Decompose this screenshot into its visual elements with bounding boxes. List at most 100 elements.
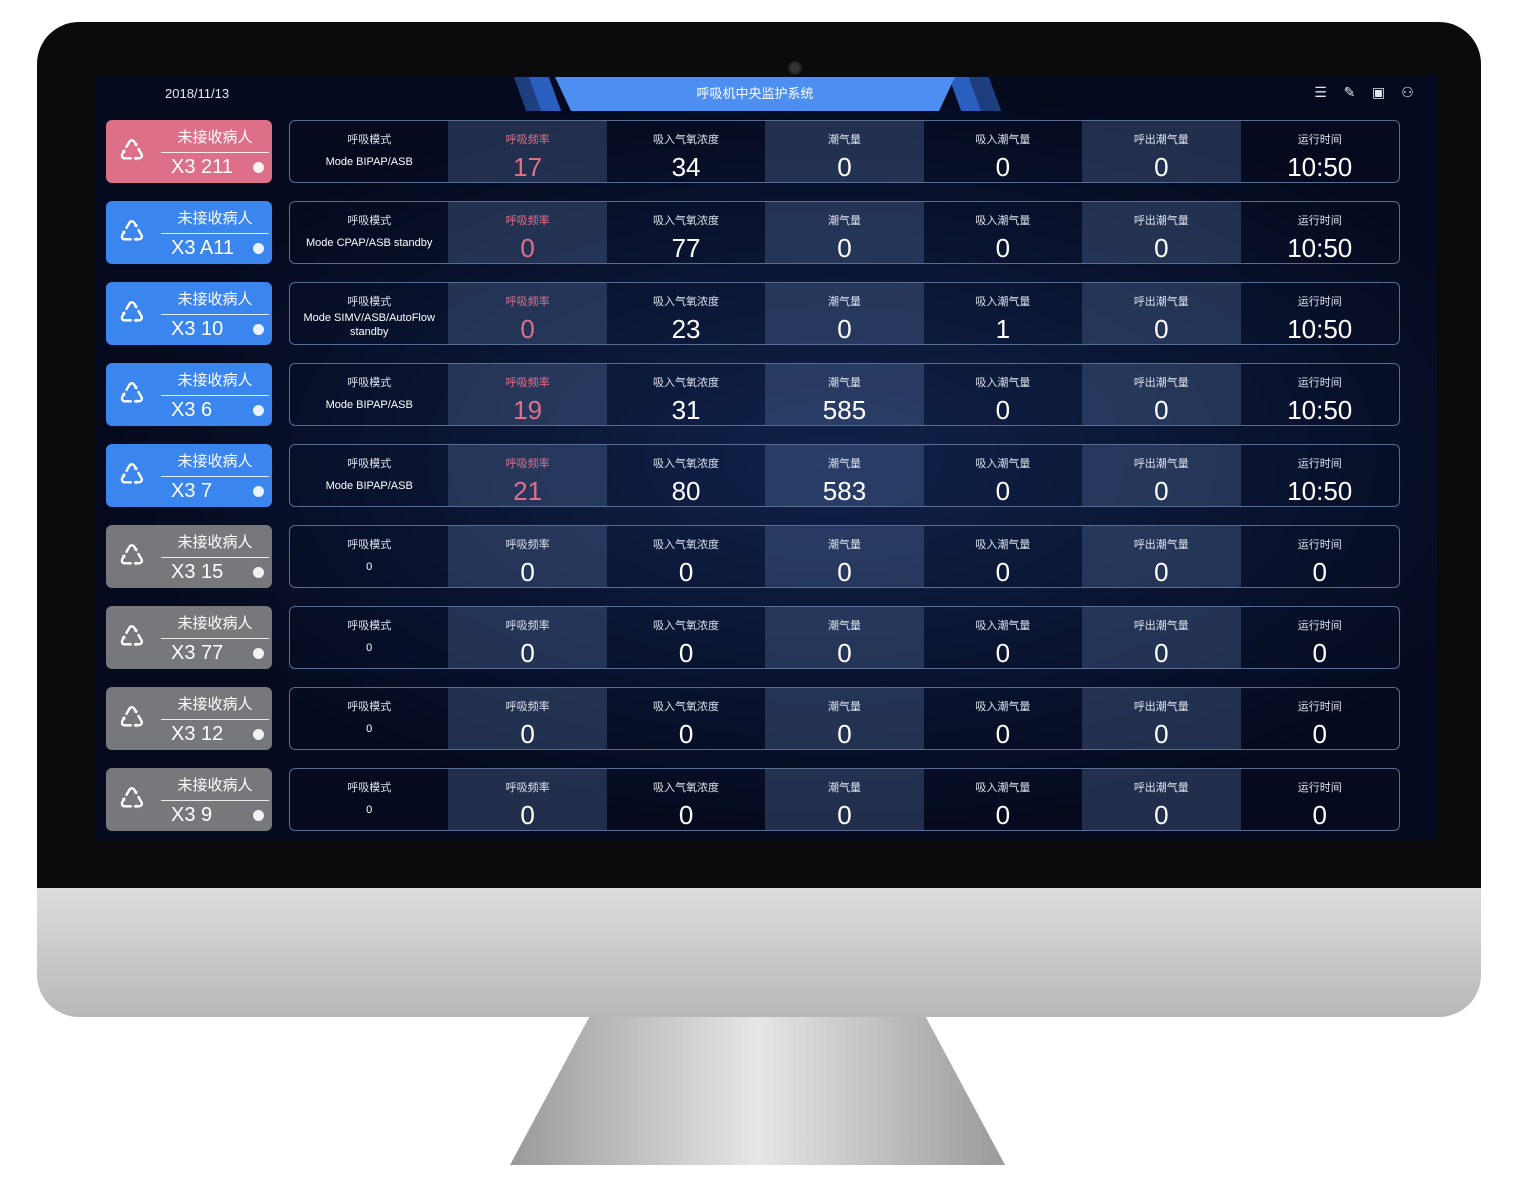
- vital-cell: 呼出潮气量 0: [1082, 445, 1241, 506]
- patient-card[interactable]: ♺ 未接收病人 X3 A11: [106, 201, 272, 264]
- vital-mode: 0: [366, 804, 373, 816]
- vital-cell: 潮气量 0: [765, 769, 924, 830]
- vital-label: 潮气量: [827, 377, 861, 389]
- patient-row: ♺ 未接收病人 X3 7 呼吸模式 Mode BIPAP/ASB 呼吸频率 21 吸入气氧浓度…: [106, 444, 1400, 507]
- edit-badge-icon[interactable]: [253, 405, 264, 416]
- bed-number: X3 7: [171, 480, 213, 502]
- vital-label: 呼出潮气量: [1133, 296, 1189, 308]
- vital-cell: 吸入气氧浓度 34: [607, 121, 765, 182]
- list-icon[interactable]: ☰: [1314, 84, 1327, 100]
- vital-mode: 0: [366, 723, 373, 735]
- vital-value: 1: [995, 314, 1011, 344]
- edit-badge-icon[interactable]: [253, 162, 264, 173]
- edit-badge-icon[interactable]: [253, 324, 264, 335]
- vital-label: 呼吸频率: [505, 701, 550, 713]
- vital-value: 0: [995, 800, 1011, 830]
- vital-label: 呼吸模式: [347, 296, 392, 308]
- lungs-icon: ♺: [118, 702, 146, 735]
- vital-cell: 运行时间 0: [1241, 769, 1399, 830]
- vitals-panel: 呼吸模式 Mode SIMV/ASB/AutoFlow standby 呼吸频率 0 吸…: [289, 282, 1400, 345]
- patient-status: 未接收病人: [161, 288, 269, 315]
- edit-badge-icon[interactable]: [253, 810, 264, 821]
- vital-cell: 呼出潮气量 0: [1082, 769, 1241, 830]
- patient-status: 未接收病人: [161, 774, 269, 801]
- edit-badge-icon[interactable]: [253, 243, 264, 254]
- vital-label: 呼吸模式: [347, 458, 392, 470]
- vital-cell: 吸入气氧浓度 0: [607, 607, 765, 668]
- vital-label: 呼吸频率: [505, 134, 550, 146]
- vital-value: 0: [1312, 719, 1327, 749]
- patient-card[interactable]: ♺ 未接收病人 X3 10: [106, 282, 272, 345]
- patient-card[interactable]: ♺ 未接收病人 X3 6: [106, 363, 272, 426]
- vital-cell: 潮气量 585: [765, 364, 924, 425]
- vital-cell: 潮气量 0: [765, 688, 924, 749]
- vital-label: 呼出潮气量: [1133, 458, 1189, 470]
- vital-value: 0: [1154, 476, 1169, 506]
- patient-card[interactable]: ♺ 未接收病人 X3 77: [106, 606, 272, 669]
- camera: [788, 61, 802, 75]
- patient-card[interactable]: ♺ 未接收病人 X3 12: [106, 687, 272, 750]
- vital-label: 潮气量: [827, 782, 861, 794]
- vital-value: 21: [513, 476, 543, 506]
- bed-number: X3 12: [171, 723, 224, 745]
- edit-badge-icon[interactable]: [253, 729, 264, 740]
- vital-value: 10:50: [1287, 395, 1353, 425]
- patient-card[interactable]: ♺ 未接收病人 X3 15: [106, 525, 272, 588]
- patient-card[interactable]: ♺ 未接收病人 X3 9: [106, 768, 272, 831]
- patient-row: ♺ 未接收病人 X3 9 呼吸模式 0 呼吸频率 0 吸入气氧浓度 0 潮气量 0 吸入潮气量 0 呼出潮…: [106, 768, 1400, 831]
- vital-cell: 运行时间 0: [1241, 526, 1399, 587]
- vital-mode: 0: [366, 642, 373, 654]
- vital-value: 0: [1154, 719, 1169, 749]
- lungs-icon: ♺: [118, 297, 146, 330]
- vital-cell: 吸入气氧浓度 0: [607, 769, 765, 830]
- patient-card[interactable]: ♺ 未接收病人 X3 211: [106, 120, 272, 183]
- edit-icon[interactable]: ✎: [1343, 84, 1356, 100]
- vital-value: 23: [671, 314, 701, 344]
- vital-value: 0: [520, 719, 535, 749]
- vital-cell: 吸入潮气量 0: [924, 769, 1082, 830]
- vital-cell: 呼出潮气量 0: [1082, 688, 1241, 749]
- vital-value: 0: [1312, 557, 1327, 587]
- vital-cell: 运行时间 10:50: [1241, 121, 1399, 182]
- edit-badge-icon[interactable]: [253, 648, 264, 659]
- vital-cell: 呼吸频率 21: [448, 445, 607, 506]
- vital-value: 583: [822, 476, 867, 506]
- vital-cell: 运行时间 10:50: [1241, 283, 1399, 344]
- vital-cell: 呼吸模式 Mode CPAP/ASB standby: [290, 202, 448, 263]
- bed-number: X3 9: [171, 804, 213, 826]
- vital-label: 呼吸模式: [347, 782, 392, 794]
- vital-cell: 吸入气氧浓度 80: [607, 445, 765, 506]
- vital-value: 0: [1154, 557, 1169, 587]
- vital-value: 10:50: [1287, 233, 1353, 263]
- vital-cell: 潮气量 0: [765, 283, 924, 344]
- vital-value: 0: [995, 719, 1011, 749]
- patient-status: 未接收病人: [161, 531, 269, 558]
- bed-number: X3 211: [171, 156, 233, 178]
- vital-mode: 0: [366, 561, 373, 573]
- lungs-icon: ♺: [118, 378, 146, 411]
- vital-label: 潮气量: [827, 296, 861, 308]
- vital-value: 0: [1154, 395, 1169, 425]
- vital-cell: 吸入潮气量 0: [924, 364, 1082, 425]
- vital-cell: 吸入气氧浓度 0: [607, 526, 765, 587]
- layout-icon[interactable]: ▣: [1371, 84, 1386, 100]
- vitals-panel: 呼吸模式 Mode BIPAP/ASB 呼吸频率 21 吸入气氧浓度 80 潮气量 583 吸入…: [289, 444, 1400, 507]
- vital-value: 0: [520, 233, 535, 263]
- vital-label: 呼吸频率: [505, 215, 550, 227]
- vital-value: 0: [995, 476, 1011, 506]
- patient-status: 未接收病人: [161, 126, 269, 153]
- vital-label: 吸入潮气量: [975, 134, 1031, 146]
- vital-value: 0: [678, 800, 694, 830]
- vital-cell: 运行时间 10:50: [1241, 202, 1399, 263]
- user-icon[interactable]: ⚇: [1401, 84, 1414, 100]
- vital-cell: 呼吸模式 0: [290, 526, 448, 587]
- edit-badge-icon[interactable]: [253, 486, 264, 497]
- vital-cell: 运行时间 10:50: [1241, 364, 1399, 425]
- vital-cell: 呼吸模式 Mode BIPAP/ASB: [290, 445, 448, 506]
- bed-number: X3 15: [171, 561, 224, 583]
- vital-cell: 潮气量 0: [765, 526, 924, 587]
- vitals-panel: 呼吸模式 0 呼吸频率 0 吸入气氧浓度 0 潮气量 0 吸入潮气量 0 呼出潮气量 0 运行时间 0: [289, 525, 1400, 588]
- edit-badge-icon[interactable]: [253, 567, 264, 578]
- vital-value: 0: [520, 557, 535, 587]
- patient-card[interactable]: ♺ 未接收病人 X3 7: [106, 444, 272, 507]
